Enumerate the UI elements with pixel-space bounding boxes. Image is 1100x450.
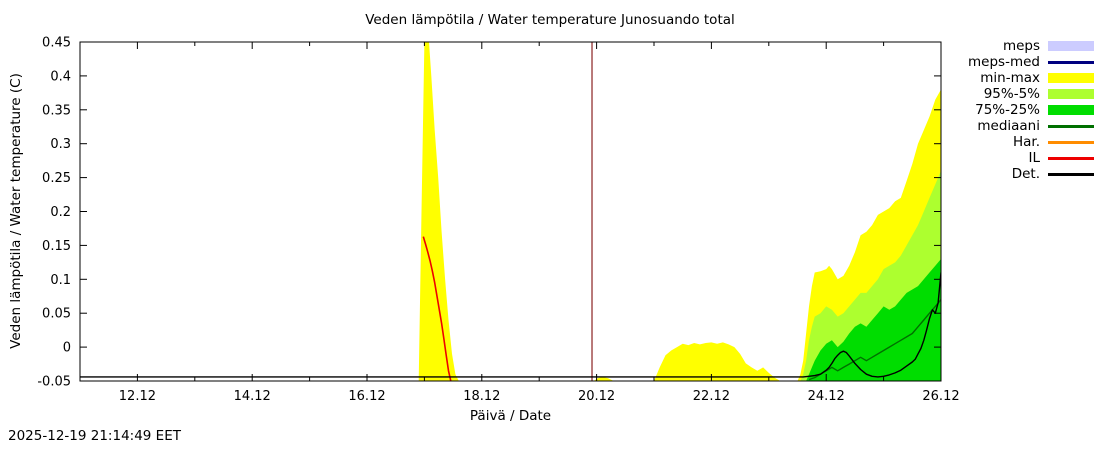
x-tick-label: 14.12 — [234, 389, 271, 404]
legend-item-75-25-: 75%-25% — [968, 102, 1094, 118]
legend-label: min-max — [980, 70, 1040, 86]
y-tick-label: -0.05 — [37, 375, 71, 390]
legend-item-har-: Har. — [968, 134, 1094, 150]
x-tick-label: 22.12 — [693, 389, 730, 404]
x-tick-label: 16.12 — [348, 389, 385, 404]
legend-swatch-band — [1048, 105, 1094, 115]
axis-ticks — [80, 41, 942, 382]
legend-label: meps-med — [968, 54, 1040, 70]
legend-label: IL — [1028, 150, 1040, 166]
plot-series — [80, 42, 941, 381]
legend-swatch-line — [1048, 156, 1094, 160]
y-tick-label: 0.25 — [42, 171, 71, 186]
legend-swatch-band — [1048, 73, 1094, 83]
legend-item-min-max: min-max — [968, 70, 1094, 86]
line-det — [80, 272, 941, 378]
legend-swatch-line — [1048, 172, 1094, 176]
legend-item-meps-med: meps-med — [968, 54, 1094, 70]
legend-swatch-line — [1048, 60, 1094, 64]
y-tick-label: 0.15 — [42, 239, 71, 254]
legend-swatch-line — [1048, 140, 1094, 144]
legend-label: Det. — [1011, 166, 1040, 182]
x-tick-label: 12.12 — [119, 389, 156, 404]
y-tick-label: 0.3 — [50, 137, 71, 152]
legend-label: Har. — [1012, 134, 1040, 150]
legend-item-il: IL — [968, 150, 1094, 166]
y-tick-label: 0 — [63, 341, 71, 356]
x-tick-label: 24.12 — [808, 389, 845, 404]
x-tick-label: 18.12 — [463, 389, 500, 404]
x-tick-label: 26.12 — [922, 389, 959, 404]
legend-label: 95%-5% — [983, 86, 1040, 102]
legend-item-95-5-: 95%-5% — [968, 86, 1094, 102]
legend: meps meps-med min-max 95%-5% 75%-25% mediaani… — [968, 38, 1094, 182]
legend-swatch-band — [1048, 41, 1094, 51]
line-mediaani — [808, 299, 941, 381]
legend-item-meps: meps — [968, 38, 1094, 54]
legend-swatch-band — [1048, 89, 1094, 99]
y-tick-label: 0.45 — [42, 36, 71, 51]
legend-label: mediaani — [977, 118, 1040, 134]
x-axis-label: Päivä / Date — [469, 408, 552, 424]
y-tick-label: 0.35 — [42, 103, 71, 118]
legend-item-det-: Det. — [968, 166, 1094, 182]
chart-title: Veden lämpötila / Water temperature Juno… — [365, 12, 735, 28]
y-tick-label: 0.4 — [50, 69, 71, 84]
legend-label: 75%-25% — [975, 102, 1040, 118]
legend-item-mediaani: mediaani — [968, 118, 1094, 134]
legend-swatch-line — [1048, 124, 1094, 128]
legend-label: meps — [1002, 38, 1040, 54]
band-75%-25% — [806, 259, 941, 381]
y-axis-label: Veden lämpötila / Water temperature (C) — [8, 73, 24, 349]
timestamp: 2025-12-19 21:14:49 EET — [8, 428, 181, 444]
line-il — [422, 236, 452, 381]
x-tick-label: 20.12 — [578, 389, 615, 404]
y-tick-label: 0.2 — [50, 205, 71, 220]
y-tick-label: 0.1 — [50, 273, 71, 288]
y-tick-label: 0.05 — [42, 307, 71, 322]
